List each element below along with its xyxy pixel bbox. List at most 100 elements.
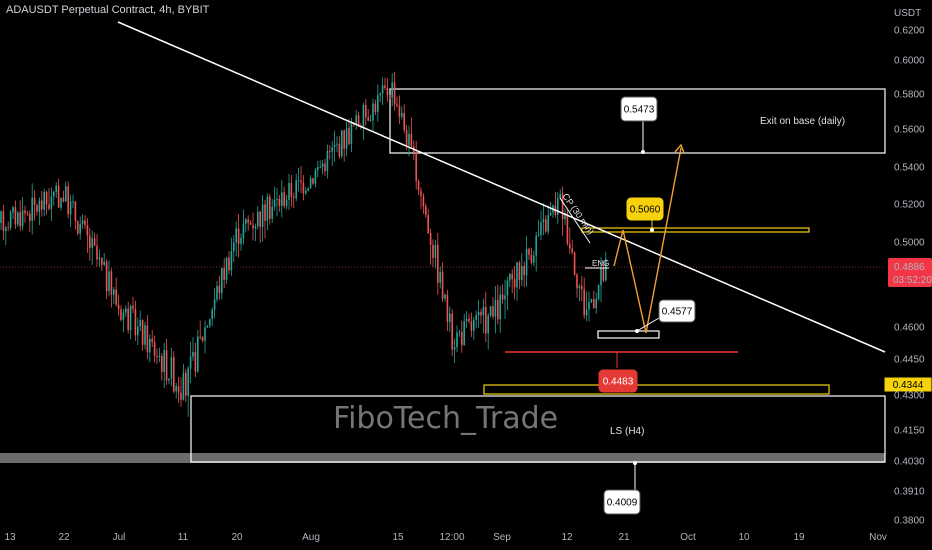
price-tick-label: 0.5000 — [894, 238, 925, 249]
zones-layer — [0, 88, 886, 463]
candle-body — [235, 228, 237, 243]
price-axis-currency: USDT — [894, 8, 921, 19]
candle-body — [475, 315, 477, 320]
candle-body — [257, 211, 259, 227]
time-tick-label: 22 — [58, 532, 70, 543]
candle-body — [122, 312, 125, 320]
time-tick-label: 21 — [618, 532, 630, 543]
candle-body — [206, 325, 209, 328]
candle-body — [341, 130, 343, 157]
candle-body — [290, 183, 293, 198]
entry-zone-box — [483, 384, 830, 395]
candle-body — [43, 191, 45, 210]
candle-body — [29, 213, 31, 221]
candle-body — [65, 186, 67, 202]
candle-body — [281, 192, 283, 206]
candle-body — [254, 226, 257, 229]
candle-body — [276, 198, 278, 200]
candle-body — [7, 227, 9, 229]
candle-body — [283, 192, 285, 207]
candle-body — [36, 205, 38, 212]
candle-body — [417, 181, 420, 191]
candle-body — [525, 248, 528, 276]
candle-body — [180, 392, 182, 400]
candle-body — [79, 223, 81, 234]
time-tick-label: Jul — [113, 532, 126, 543]
candle-body — [161, 355, 163, 372]
candle-body — [105, 261, 108, 292]
candle-body — [533, 255, 535, 263]
level-labels-layer: 0.5473 0.5060 0.4577 0.4483 0.4344 0.4009 Exit… — [333, 96, 932, 515]
candle-body — [187, 368, 189, 396]
buy-box — [597, 330, 660, 339]
level-label-0.4483: 0.4483 — [603, 377, 634, 388]
price-tick-label: 0.5400 — [894, 163, 925, 174]
candle-body — [139, 319, 141, 327]
connector-4577 — [636, 317, 660, 332]
candle-body — [266, 196, 269, 221]
candle-body — [461, 331, 463, 346]
candle-body — [45, 191, 48, 205]
candle-body — [398, 105, 401, 117]
candle-body — [115, 289, 117, 305]
candle-body — [367, 117, 369, 121]
candle-body — [338, 143, 341, 157]
candle-body — [497, 299, 499, 320]
time-tick-label: 12 — [561, 532, 573, 543]
time-tick-label: Aug — [302, 532, 320, 543]
candle-body — [175, 386, 177, 392]
candle-body — [420, 190, 422, 197]
candle-body — [216, 285, 218, 300]
target-zone-box — [581, 227, 810, 233]
candle-body — [305, 190, 307, 194]
support-band — [0, 453, 885, 463]
candle-body — [446, 294, 449, 323]
candle-body — [237, 228, 240, 244]
price-tick-label: 0.3800 — [894, 516, 925, 527]
level-label-box-0.4009 — [603, 489, 641, 515]
candle-body — [86, 225, 89, 236]
price-axis[interactable]: USDT 0.6200 0.6000 0.5800 0.5600 0.5400 0.5200… — [888, 8, 932, 527]
candle-body — [595, 298, 597, 309]
candle-body — [50, 196, 53, 209]
candle-body — [101, 257, 103, 265]
projection-arrowhead — [674, 143, 685, 154]
candle-body — [24, 210, 26, 214]
candle-body — [242, 223, 245, 238]
level-label-0.4009: 0.4009 — [607, 498, 638, 509]
price-tick-label: 0.4450 — [894, 355, 925, 366]
candle-body — [602, 268, 605, 281]
candle-body — [343, 130, 345, 149]
candle-body — [204, 327, 206, 341]
drawings-layer — [117, 21, 886, 490]
candle-body — [132, 305, 134, 309]
candle-body — [523, 265, 525, 276]
candle-body — [535, 235, 537, 256]
candle-body — [144, 325, 146, 345]
candle-body — [583, 289, 585, 316]
candle-body — [2, 211, 5, 232]
candle-body — [403, 112, 405, 130]
candle-body — [319, 167, 321, 168]
candle-body — [511, 273, 513, 280]
candle-body — [69, 201, 72, 215]
candle-body — [120, 309, 122, 320]
current-price-tag[interactable] — [888, 258, 932, 287]
candle-body — [396, 104, 398, 106]
level-label-box-0.4577 — [658, 299, 696, 323]
candle-body — [125, 308, 127, 313]
candle-body — [569, 243, 571, 249]
candle-body — [355, 115, 357, 125]
time-axis[interactable]: 13 22 Jul 11 20 Aug 15 12:00 Sep 12 21 Oct 10 19 Nov — [4, 532, 886, 543]
candle-body — [449, 313, 451, 323]
candle-body — [165, 349, 168, 381]
candle-body — [588, 302, 590, 310]
level-label-box-0.5060 — [626, 197, 664, 221]
level-label-box-0.5473 — [620, 96, 658, 122]
anchor-dot — [650, 228, 654, 232]
candle-body — [278, 198, 281, 206]
price-tick-label: 0.3910 — [894, 487, 925, 498]
candle-body — [473, 319, 475, 331]
